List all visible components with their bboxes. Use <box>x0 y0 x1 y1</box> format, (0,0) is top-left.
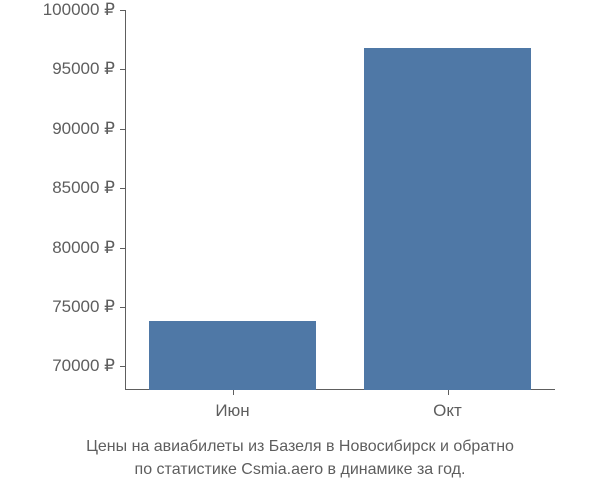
y-tick-mark <box>120 307 125 308</box>
y-tick-mark <box>120 129 125 130</box>
price-chart: 70000 ₽ 75000 ₽ 80000 ₽ 85000 ₽ 90000 ₽ 95000… <box>0 0 600 500</box>
y-tick-mark <box>120 69 125 70</box>
y-tick-label: 85000 ₽ <box>0 178 115 198</box>
y-axis-line <box>125 10 126 390</box>
y-tick-label: 90000 ₽ <box>0 119 115 139</box>
y-tick-label: 100000 ₽ <box>0 0 115 20</box>
bar <box>149 321 317 390</box>
bar <box>364 48 532 390</box>
y-tick-mark <box>120 248 125 249</box>
y-tick-label: 70000 ₽ <box>0 356 115 376</box>
plot-area <box>125 10 555 390</box>
x-tick-label: Июн <box>215 401 249 421</box>
y-tick-label: 95000 ₽ <box>0 59 115 79</box>
caption-line-1: Цены на авиабилеты из Базеля в Новосибир… <box>0 435 600 458</box>
caption-line-2: по статистике Csmia.aero в динамике за г… <box>0 458 600 481</box>
y-tick-mark <box>120 188 125 189</box>
y-tick-label: 80000 ₽ <box>0 238 115 258</box>
x-tick-label: Окт <box>433 401 462 421</box>
y-tick-mark <box>120 366 125 367</box>
x-axis: Июн Окт <box>125 395 555 425</box>
y-axis: 70000 ₽ 75000 ₽ 80000 ₽ 85000 ₽ 90000 ₽ 95000… <box>0 10 120 390</box>
y-tick-label: 75000 ₽ <box>0 297 115 317</box>
y-tick-mark <box>120 10 125 11</box>
chart-caption: Цены на авиабилеты из Базеля в Новосибир… <box>0 435 600 481</box>
